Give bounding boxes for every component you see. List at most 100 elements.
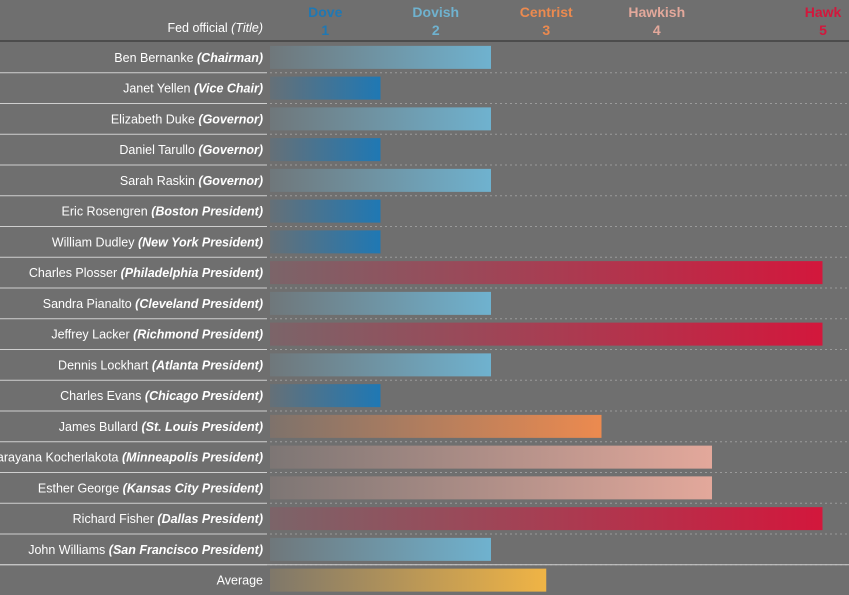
official-row: Sarah Raskin (Governor) — [0, 168, 849, 197]
official-bar — [270, 537, 491, 561]
scale-value-2: 2 — [432, 22, 440, 38]
scale-label-dovish: Dovish — [412, 4, 459, 20]
official-label: Esther George (Kansas City President) — [38, 481, 263, 495]
official-title: (Chairman) — [197, 51, 263, 65]
official-label: Dennis Lockhart (Atlanta President) — [58, 358, 263, 372]
official-bar — [270, 76, 381, 100]
official-row: Charles Plosser (Philadelphia President) — [0, 261, 849, 289]
official-label: William Dudley (New York President) — [52, 235, 263, 249]
official-bar — [270, 138, 381, 162]
official-title: (Governor) — [198, 143, 263, 157]
official-label: Janet Yellen (Vice Chair) — [123, 82, 263, 96]
official-label: Elizabeth Duke (Governor) — [111, 112, 263, 126]
scale-label-hawkish: Hawkish — [628, 4, 685, 20]
official-row: Daniel Tarullo (Governor) — [0, 138, 849, 166]
official-row: John Williams (San Francisco President) — [0, 537, 849, 566]
official-label: Sarah Raskin (Governor) — [120, 174, 263, 188]
official-bar — [270, 322, 823, 346]
official-row: Richard Fisher (Dallas President) — [0, 507, 849, 535]
official-title: (Philadelphia President) — [121, 266, 263, 280]
scale-labels: Dove 1 Dovish 2 Centrist 3 Hawkish 4 Hawk 5 — [308, 4, 841, 38]
official-row: Eric Rosengren (Boston President) — [0, 199, 849, 227]
official-title: (New York President) — [138, 235, 263, 249]
official-name: Janet Yellen — [123, 82, 190, 96]
official-name: Eric Rosengren — [62, 205, 148, 219]
official-name: Sarah Raskin — [120, 174, 195, 188]
scale-label-hawk: Hawk — [805, 4, 842, 20]
official-name: Jeffrey Lacker — [51, 328, 129, 342]
official-bar — [270, 414, 602, 438]
official-bar — [270, 476, 712, 500]
official-bar — [270, 45, 491, 69]
official-title: (San Francisco President) — [109, 543, 263, 557]
scale-value-5: 5 — [819, 22, 827, 38]
official-title: (Minneapolis President) — [122, 451, 263, 465]
official-name: James Bullard — [59, 420, 138, 434]
official-name: Average — [217, 574, 263, 588]
official-row: Jeffrey Lacker (Richmond President) — [0, 322, 849, 350]
official-title: (Governor) — [198, 112, 263, 126]
official-name: Narayana Kocherlakota — [0, 451, 119, 465]
official-name: Ben Bernanke — [114, 51, 193, 65]
official-name: Daniel Tarullo — [119, 143, 195, 157]
official-title: (Vice Chair) — [194, 82, 263, 96]
official-label: Charles Plosser (Philadelphia President) — [29, 266, 263, 280]
official-row: James Bullard (St. Louis President) — [0, 414, 849, 443]
official-name: John Williams — [28, 543, 105, 557]
official-title: (Kansas City President) — [123, 481, 263, 495]
official-row: Esther George (Kansas City President) — [0, 476, 849, 504]
official-row: Charles Evans (Chicago President) — [0, 384, 849, 412]
official-row: William Dudley (New York President) — [0, 230, 849, 258]
official-label: Narayana Kocherlakota (Minneapolis Presi… — [0, 451, 263, 465]
official-title: (Cleveland President) — [135, 297, 263, 311]
official-title: (Dallas President) — [157, 512, 263, 526]
official-bar — [270, 291, 491, 315]
official-row: Janet Yellen (Vice Chair) — [0, 76, 849, 104]
chart-header: Fed official (Title) — [167, 21, 263, 35]
scale-value-4: 4 — [653, 22, 661, 38]
official-title: (Boston President) — [151, 205, 263, 219]
official-name: William Dudley — [52, 235, 135, 249]
official-bar — [270, 353, 491, 377]
header-label: Fed official (Title) — [167, 21, 263, 35]
official-bar — [270, 107, 491, 131]
official-label: Jeffrey Lacker (Richmond President) — [51, 328, 263, 342]
official-label: James Bullard (St. Louis President) — [59, 420, 263, 434]
official-bar — [270, 168, 491, 192]
official-row: Dennis Lockhart (Atlanta President) — [0, 353, 849, 381]
official-row: Ben Bernanke (Chairman) — [0, 45, 849, 74]
official-title: (Governor) — [198, 174, 263, 188]
official-name: Charles Evans — [60, 389, 141, 403]
official-bar — [270, 384, 381, 408]
official-row: Narayana Kocherlakota (Minneapolis Presi… — [0, 445, 849, 473]
official-rows: Ben Bernanke (Chairman) Janet Yellen (Vic… — [0, 40, 849, 592]
scale-value-3: 3 — [542, 22, 550, 38]
official-bar — [270, 261, 823, 285]
official-bar — [270, 445, 712, 469]
official-bar — [270, 230, 381, 254]
official-label: Ben Bernanke (Chairman) — [114, 51, 263, 65]
official-label: John Williams (San Francisco President) — [28, 543, 263, 557]
official-title: (St. Louis President) — [141, 420, 263, 434]
official-label: Eric Rosengren (Boston President) — [62, 205, 263, 219]
official-label: Daniel Tarullo (Governor) — [119, 143, 263, 157]
scale-label-dove: Dove — [308, 4, 342, 20]
official-name: Elizabeth Duke — [111, 112, 195, 126]
official-name: Charles Plosser — [29, 266, 117, 280]
official-name: Richard Fisher — [73, 512, 154, 526]
official-bar — [270, 507, 823, 531]
scale-label-centrist: Centrist — [520, 4, 573, 20]
official-label: Sandra Pianalto (Cleveland President) — [43, 297, 263, 311]
official-title: (Atlanta President) — [152, 358, 263, 372]
official-title: (Richmond President) — [133, 328, 263, 342]
official-title: (Chicago President) — [145, 389, 263, 403]
scale-value-1: 1 — [321, 22, 329, 38]
official-label: Charles Evans (Chicago President) — [60, 389, 263, 403]
official-row: Sandra Pianalto (Cleveland President) — [0, 291, 849, 320]
official-label: Richard Fisher (Dallas President) — [73, 512, 263, 526]
official-bar — [270, 199, 381, 223]
official-name: Dennis Lockhart — [58, 358, 149, 372]
official-name: Esther George — [38, 481, 119, 495]
official-name: Sandra Pianalto — [43, 297, 132, 311]
